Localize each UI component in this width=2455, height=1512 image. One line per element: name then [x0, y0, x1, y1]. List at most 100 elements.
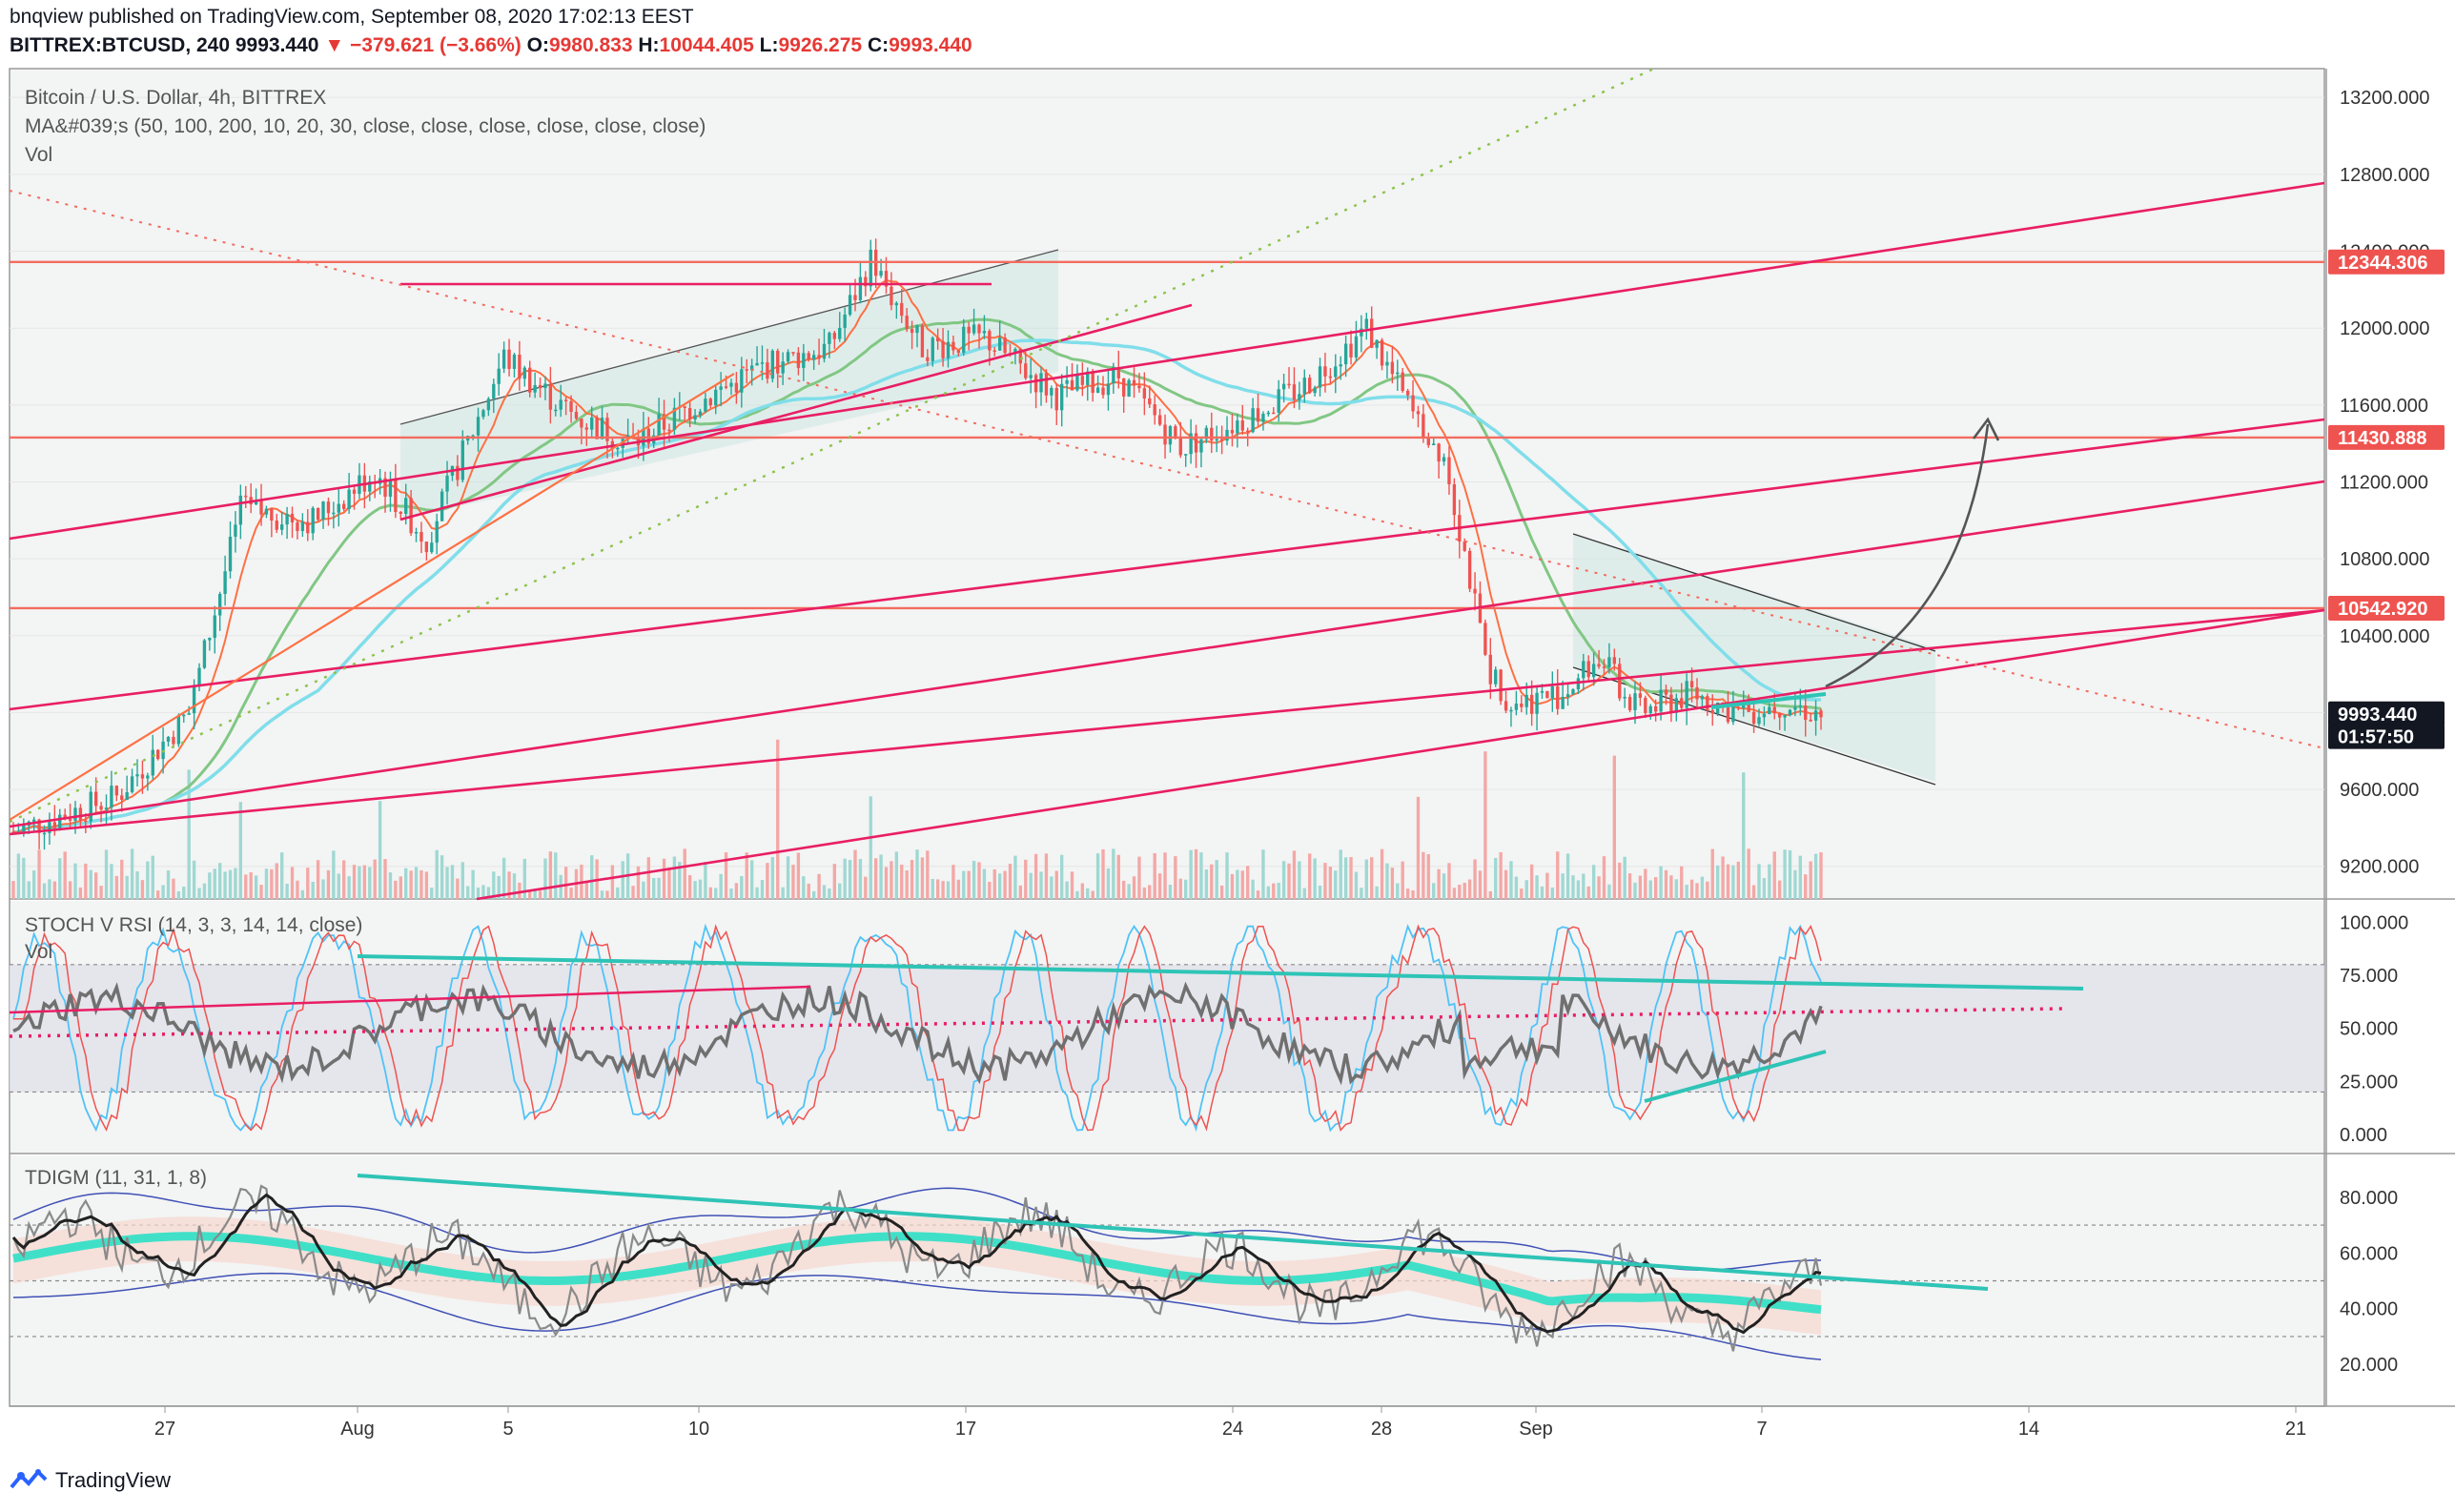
stoch-tick-label: 50.000	[2340, 1019, 2398, 1040]
candle-body	[1582, 661, 1586, 679]
volume-bar	[187, 769, 191, 899]
published-line: bnqview published on TradingView.com, Se…	[10, 6, 694, 28]
volume-bar	[42, 883, 47, 899]
candle-body	[1137, 385, 1141, 389]
volume-bar	[791, 865, 795, 899]
candle-body	[869, 249, 872, 287]
candle	[1550, 671, 1554, 712]
candle-body	[264, 508, 269, 515]
price-marker-box	[2328, 595, 2445, 621]
volume-bar	[228, 869, 233, 899]
candle-body	[1168, 426, 1173, 445]
tradingview-brand: TradingView	[55, 1468, 172, 1492]
candle-body	[280, 524, 284, 530]
volume-bar	[31, 870, 36, 899]
candle-body	[786, 352, 790, 362]
volume-bar	[197, 888, 201, 899]
tradingview-logo[interactable]: TradingView	[10, 1468, 171, 1493]
candle	[890, 272, 893, 311]
volume-bar	[456, 878, 460, 899]
volume-bar	[321, 879, 325, 899]
candle	[1685, 673, 1688, 725]
candle-body	[1550, 685, 1554, 699]
candle	[296, 519, 299, 540]
volume-bar	[786, 856, 790, 899]
dotted-descending-line	[9, 190, 2325, 749]
candle-body	[290, 514, 295, 522]
candle-body	[512, 354, 517, 369]
volume-bar	[63, 851, 67, 899]
candle	[1272, 407, 1276, 415]
volume-bar	[781, 887, 785, 899]
volume-bar	[1184, 879, 1188, 899]
volume-bar	[1550, 887, 1554, 899]
candle-body	[394, 479, 398, 512]
volume-bar	[84, 863, 88, 899]
tdi-pane-title[interactable]: TDIGM (11, 31, 1, 8)	[25, 1167, 207, 1189]
candle	[1772, 693, 1776, 720]
candle-body	[1122, 378, 1126, 397]
tdi-tick-label: 80.000	[2340, 1188, 2398, 1209]
ma-legend[interactable]: MA&#039;s (50, 100, 200, 10, 20, 30, clo…	[25, 115, 706, 137]
candle-body	[1225, 429, 1229, 441]
stoch-vol-legend[interactable]: Vol	[25, 941, 53, 963]
candle-body	[1230, 429, 1235, 434]
vol-legend[interactable]: Vol	[25, 144, 53, 166]
volume-bar	[538, 890, 542, 899]
candle-body	[244, 495, 248, 498]
candle-body	[1065, 379, 1069, 384]
candle-body	[749, 365, 754, 371]
volume-bar	[1458, 884, 1462, 899]
volume-bar	[1199, 852, 1203, 899]
volume-bar	[1148, 885, 1152, 899]
candle	[595, 415, 599, 439]
candle	[915, 324, 919, 348]
high-label: H:	[638, 34, 660, 56]
main-pane-title[interactable]: Bitcoin / U.S. Dollar, 4h, BITTREX	[25, 87, 327, 109]
candle-body	[238, 495, 243, 525]
candle	[1768, 703, 1771, 715]
volume-bar	[1788, 849, 1792, 899]
stoch-pane-title[interactable]: STOCH V RSI (14, 3, 3, 14, 14, close)	[25, 914, 363, 936]
candle-body	[1044, 373, 1049, 396]
candle	[1405, 388, 1410, 401]
candle-body	[683, 406, 686, 408]
candle-body	[1706, 696, 1709, 710]
volume-bar	[394, 880, 398, 899]
candle-body	[218, 593, 222, 616]
candle-body	[332, 512, 336, 515]
candle	[1499, 668, 1503, 705]
candle	[1219, 425, 1224, 455]
candle	[1390, 345, 1395, 384]
candle	[946, 330, 951, 368]
candle-body	[383, 478, 387, 498]
candle	[1168, 424, 1173, 453]
candle	[419, 521, 423, 554]
candle-body	[1308, 378, 1312, 394]
candle	[646, 417, 650, 449]
candle-body	[300, 521, 305, 532]
candle	[704, 392, 707, 414]
candle	[734, 372, 739, 404]
volume-bar	[383, 859, 387, 899]
candle-body	[1112, 367, 1115, 384]
candle	[910, 320, 914, 350]
candle	[89, 786, 92, 829]
candle-body	[1653, 705, 1658, 712]
candle	[1240, 404, 1244, 435]
candle-body	[1132, 379, 1136, 386]
candle	[1281, 373, 1286, 403]
candle-body	[1422, 414, 1425, 438]
volume-bar	[1075, 890, 1079, 899]
volume-bar	[1726, 864, 1730, 899]
price-tick-label: 13200.000	[2340, 88, 2430, 109]
candle	[1520, 695, 1524, 713]
volume-bar	[1706, 881, 1709, 899]
candle-body	[838, 327, 842, 339]
volume-bar	[755, 887, 759, 899]
candle-body	[104, 807, 109, 810]
volume-bar	[306, 868, 310, 899]
candle-body	[1747, 701, 1750, 712]
candle-body	[456, 465, 460, 480]
